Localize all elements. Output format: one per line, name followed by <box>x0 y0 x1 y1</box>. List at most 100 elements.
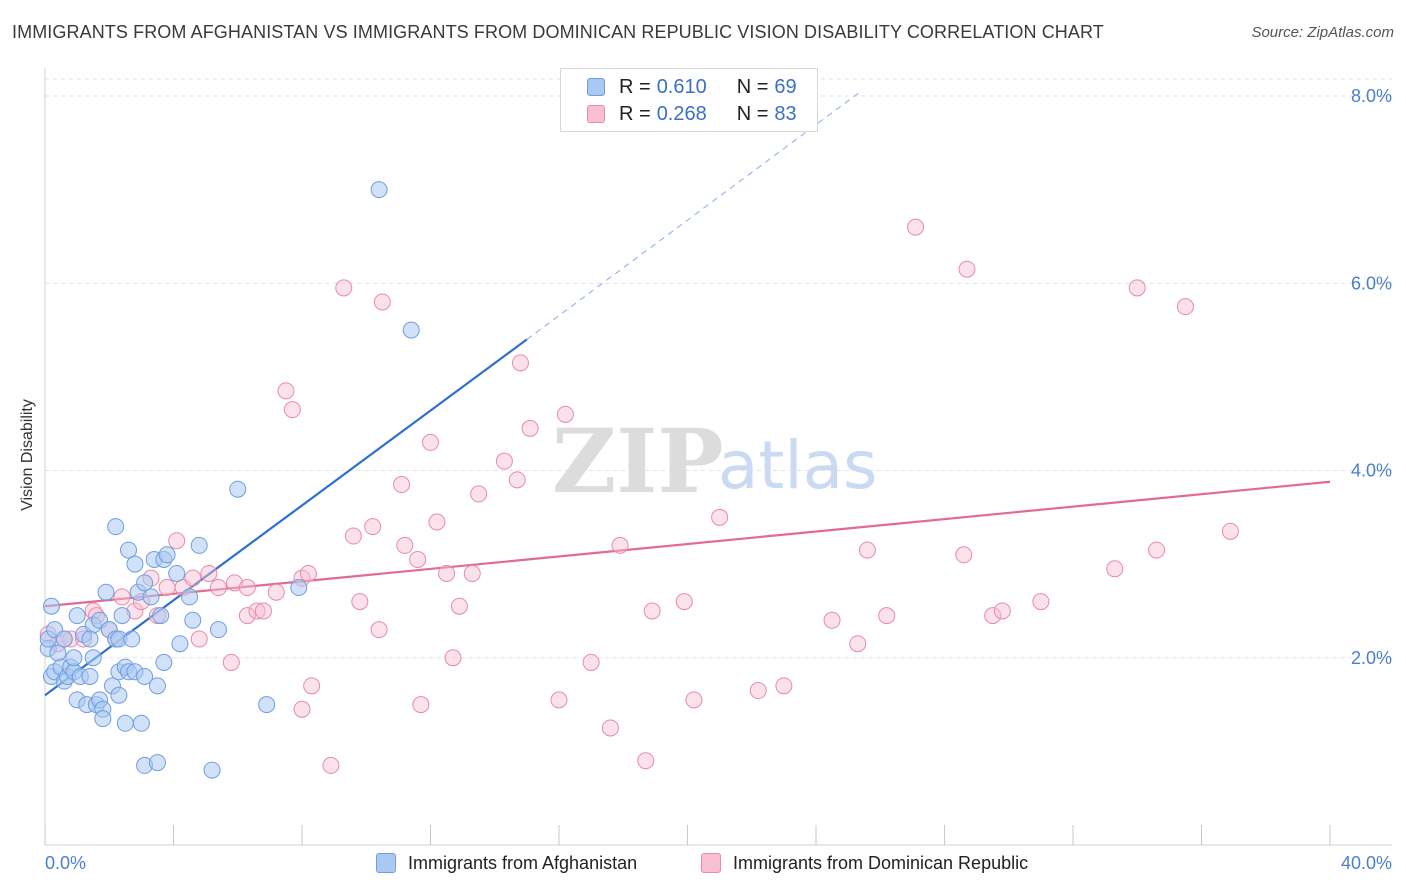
afghanistan-point <box>190 536 208 554</box>
dominican-point <box>364 518 382 536</box>
dominican-point <box>393 476 411 494</box>
afghanistan-point <box>123 630 141 648</box>
bottom-legend-afghanistan: Immigrants from Afghanistan <box>376 851 637 875</box>
dominican-point <box>370 621 388 639</box>
source-label: Source: ZipAtlas.com <box>1251 24 1394 41</box>
dominican-point <box>643 602 661 620</box>
chart-title: IMMIGRANTS FROM AFGHANISTAN VS IMMIGRANT… <box>12 22 1104 42</box>
dominican-point <box>444 649 462 667</box>
legend-n-value: 69 <box>774 75 797 98</box>
afghanistan-point <box>42 597 60 615</box>
dominican-point <box>611 536 629 554</box>
afghanistan-point <box>142 588 160 606</box>
afghanistan-trendline-extension <box>526 90 862 340</box>
dominican-point <box>299 564 317 582</box>
afghanistan-point <box>209 621 227 639</box>
afghanistan-point <box>81 667 99 685</box>
dominican-point <box>508 471 526 489</box>
afghanistan-point <box>97 583 115 601</box>
dominican-point <box>1106 560 1124 578</box>
dominican-point <box>1032 593 1050 611</box>
y-tick-label: 2.0% <box>1351 648 1392 668</box>
afghanistan-point <box>155 653 173 671</box>
watermark-atlas: atlas <box>718 427 878 504</box>
afghanistan-point <box>168 564 186 582</box>
afghanistan-point <box>136 667 154 685</box>
legend-swatch-dominican <box>587 105 605 123</box>
dominican-trendline <box>44 480 1331 608</box>
dominican-point <box>267 583 285 601</box>
dominican-point <box>711 508 729 526</box>
dominican-point <box>351 593 369 611</box>
watermark-zip: ZIP <box>552 409 724 513</box>
legend-label-dominican: Immigrants from Dominican Republic <box>733 852 1029 873</box>
legend-swatch-dominican <box>701 853 721 873</box>
dominican-point <box>412 696 430 714</box>
dominican-point <box>775 677 793 695</box>
afghanistan-point <box>184 611 202 629</box>
afghanistan-point <box>402 321 420 339</box>
points-layer <box>39 181 1239 779</box>
dominican-point <box>601 719 619 737</box>
legend-n-value: 83 <box>774 102 797 125</box>
dominican-point <box>190 630 208 648</box>
afghanistan-point <box>81 630 99 648</box>
x-tick-label: 0.0% <box>45 853 86 873</box>
dominican-point <box>685 691 703 709</box>
legend-r-label: R = <box>619 75 651 98</box>
dominican-point <box>200 564 218 582</box>
dominican-point <box>113 588 131 606</box>
afghanistan-point <box>171 635 189 653</box>
dominican-point <box>373 293 391 311</box>
afghanistan-point <box>132 714 150 732</box>
afghanistan-point <box>136 574 154 592</box>
dominican-point <box>907 218 925 236</box>
legend-swatch-afghanistan <box>376 853 396 873</box>
afghanistan-point <box>68 607 86 625</box>
dominican-point <box>158 579 176 597</box>
dominican-point <box>248 602 266 620</box>
dominican-point <box>184 569 202 587</box>
dominican-point <box>511 354 529 372</box>
dominican-point <box>450 597 468 615</box>
legend-label-afghanistan: Immigrants from Afghanistan <box>408 852 638 873</box>
dominican-point <box>878 607 896 625</box>
afghanistan-point <box>148 677 166 695</box>
dominican-point <box>470 485 488 503</box>
axis-layer <box>44 68 1392 846</box>
afghanistan-point <box>113 607 131 625</box>
dominican-point <box>993 602 1011 620</box>
grid-layer <box>45 78 1392 659</box>
dominican-point <box>1221 522 1239 540</box>
y-tick-label: 8.0% <box>1351 86 1392 106</box>
dominican-point <box>277 382 295 400</box>
dominican-point <box>438 564 456 582</box>
afghanistan-point <box>55 630 73 648</box>
dominican-point <box>556 405 574 423</box>
dominican-point <box>823 611 841 629</box>
dominican-point <box>1148 541 1166 559</box>
dominican-point <box>168 532 186 550</box>
afghanistan-point <box>290 579 308 597</box>
afghanistan-point <box>203 761 221 779</box>
afghanistan-point <box>148 754 166 772</box>
dominican-point <box>550 691 568 709</box>
afghanistan-point <box>370 181 388 199</box>
dominican-point <box>958 260 976 278</box>
x-tick-label: 40.0% <box>1341 853 1392 873</box>
legend-swatch-afghanistan <box>587 78 605 96</box>
dominican-point <box>293 700 311 718</box>
legend-r-label: R = <box>619 102 651 125</box>
watermark: ZIP atlas <box>552 409 878 513</box>
afghanistan-point <box>116 714 134 732</box>
dominican-point <box>984 607 1002 625</box>
legend-n-label: N = <box>736 75 769 98</box>
afghanistan-point <box>229 480 247 498</box>
dominican-point <box>209 579 227 597</box>
afghanistan-point <box>94 710 112 728</box>
legend-r-value: 0.610 <box>656 75 707 98</box>
tick-labels: 2.0% 4.0% 6.0% 8.0% 0.0% 40.0% <box>45 86 1392 873</box>
dominican-point <box>226 574 244 592</box>
afghanistan-point <box>110 686 128 704</box>
legend-n-label: N = <box>736 102 769 125</box>
